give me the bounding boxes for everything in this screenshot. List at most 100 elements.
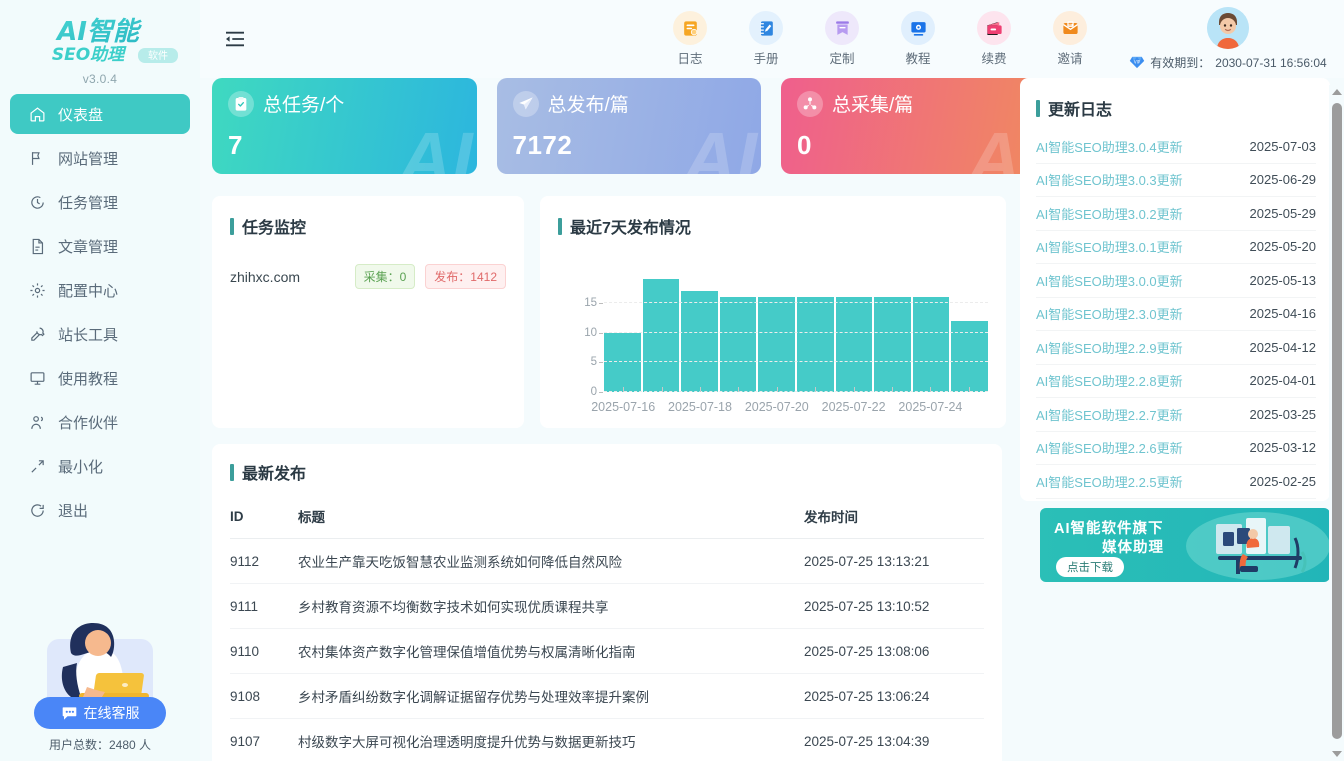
update-log-row[interactable]: AI智能SEO助理2.2.6更新 2025-03-12 xyxy=(1036,432,1316,465)
expiry-value: 2030-07-31 16:56:04 xyxy=(1215,55,1327,70)
sidebar-item-article-management[interactable]: 文章管理 xyxy=(10,226,190,266)
tool-custom[interactable]: 定制 xyxy=(814,11,870,67)
online-support-label: 在线客服 xyxy=(83,705,140,721)
banner-download-button[interactable]: 点击下载 xyxy=(1056,557,1124,577)
tool-label: 续费 xyxy=(981,52,1007,66)
update-log-row[interactable]: AI智能SEO助理3.0.0更新 2025-05-13 xyxy=(1036,264,1316,298)
update-log-row[interactable]: AI智能SEO助理2.3.0更新 2025-04-16 xyxy=(1036,298,1316,331)
stat-card-total-collect[interactable]: 总采集/篇 0 AI xyxy=(781,78,1046,174)
stat-card-total-tasks[interactable]: 总任务/个 7 AI xyxy=(212,78,477,174)
minimize-icon xyxy=(28,457,46,475)
scroll-down-arrow[interactable] xyxy=(1329,747,1344,761)
table-row[interactable]: 9111 乡村教育资源不均衡数字技术如何实现优质课程共享 2025-07-25 13… xyxy=(230,583,984,629)
update-log-row[interactable]: AI智能SEO助理2.2.7更新 2025-03-25 xyxy=(1036,398,1316,432)
support-promo: 在线客服 用户总数：2480 人 xyxy=(24,611,176,753)
monitor-site-domain: zhihxc.com xyxy=(230,268,301,285)
tool-tutorial[interactable]: 教程 xyxy=(890,11,946,67)
scrollbar-thumb[interactable] xyxy=(1332,103,1342,739)
scroll-up-arrow[interactable] xyxy=(1329,85,1344,99)
update-log-link[interactable]: AI智能SEO助理3.0.3更新 xyxy=(1036,173,1183,189)
sidebar-item-logout[interactable]: 退出 xyxy=(10,490,190,530)
vip-badge-icon: VIP xyxy=(1130,56,1145,69)
update-log-link[interactable]: AI智能SEO助理3.0.1更新 xyxy=(1036,240,1183,256)
chart-bar[interactable] xyxy=(758,296,795,392)
tool-manual[interactable]: 手册 xyxy=(738,11,794,67)
cell-title: 村级数字大屏可视化治理透明度提升优势与数据更新技巧 xyxy=(298,718,804,761)
sidebar-item-site-management[interactable]: 网站管理 xyxy=(10,138,190,178)
cell-id: 9111 xyxy=(230,583,298,629)
chart-bar[interactable] xyxy=(912,296,950,392)
cell-time: 2025-07-25 13:13:21 xyxy=(804,538,984,584)
tool-renew[interactable]: 续费 xyxy=(966,11,1022,67)
cell-time: 2025-07-25 13:10:52 xyxy=(804,583,984,629)
chart-bar[interactable] xyxy=(951,320,988,392)
tool-label: 邀请 xyxy=(1057,52,1083,66)
update-log-row[interactable]: AI智能SEO助理2.2.8更新 2025-04-01 xyxy=(1036,365,1316,398)
update-log-row[interactable]: AI智能SEO助理3.0.1更新 2025-05-20 xyxy=(1036,231,1316,264)
app-logo[interactable]: AI智能 SEO助理 软件 xyxy=(10,12,190,68)
online-support-button[interactable]: 在线客服 xyxy=(34,697,166,729)
sidebar-item-config-center[interactable]: 配置中心 xyxy=(10,270,190,310)
tutorial-icon xyxy=(901,11,935,45)
update-log-link[interactable]: AI智能SEO助理2.2.5更新 xyxy=(1036,474,1183,490)
update-log-row[interactable]: AI智能SEO助理2.2.5更新 2025-02-25 xyxy=(1036,465,1316,499)
update-log-link[interactable]: AI智能SEO助理3.0.4更新 xyxy=(1036,139,1183,155)
collect-count-badge: 采集：0 xyxy=(354,264,416,289)
svg-text:SEO助理: SEO助理 xyxy=(52,45,127,65)
sidebar-item-minimize[interactable]: 最小化 xyxy=(10,446,190,486)
download-banner[interactable]: AI智能软件旗下 媒体助理 点击下载 xyxy=(1040,508,1330,582)
svg-text:软件: 软件 xyxy=(148,49,168,62)
table-head: ID 标题 发布时间 xyxy=(230,496,984,539)
sidebar-item-tutorial[interactable]: 使用教程 xyxy=(10,358,190,398)
chart-bar[interactable] xyxy=(681,290,718,392)
table-row[interactable]: 9112 农业生产靠天吃饭智慧农业监测系统如何降低自然风险 2025-07-25 1… xyxy=(230,538,984,584)
gear-icon xyxy=(28,281,46,299)
update-log-link[interactable]: AI智能SEO助理2.2.9更新 xyxy=(1036,340,1183,356)
update-log-link[interactable]: AI智能SEO助理2.2.6更新 xyxy=(1036,441,1183,457)
monitor-icon xyxy=(28,369,46,387)
chart-x-axis: 2025-07-16 2025-07-18 2025-07-20 2025-07-22… xyxy=(591,387,988,420)
tool-invite[interactable]: 邀请 xyxy=(1042,11,1098,67)
update-log-row[interactable]: AI智能SEO助理3.0.4更新 2025-07-03 xyxy=(1036,130,1316,164)
chart-bar[interactable] xyxy=(642,278,680,392)
logo-icon: AI智能 SEO助理 软件 xyxy=(52,17,178,65)
update-log-row[interactable]: AI智能SEO助理3.0.3更新 2025-06-29 xyxy=(1036,164,1316,197)
sidebar-item-webmaster-tools[interactable]: 站长工具 xyxy=(10,314,190,354)
tool-log[interactable]: 日志 xyxy=(662,11,718,67)
chart-y-tick: 10 xyxy=(584,327,604,339)
update-log-link[interactable]: AI智能SEO助理3.0.2更新 xyxy=(1036,206,1183,222)
avatar[interactable] xyxy=(1207,7,1249,49)
sidebar-item-partners[interactable]: 合作伙伴 xyxy=(10,402,190,442)
log-icon xyxy=(673,11,707,45)
banner-line2: 媒体助理 xyxy=(1102,540,1164,556)
monitor-site-row[interactable]: zhihxc.com 采集：0 发布：1412 xyxy=(230,264,506,289)
update-log-row[interactable]: AI智能SEO助理3.0.2更新 2025-05-29 xyxy=(1036,197,1316,231)
sidebar-item-dashboard[interactable]: 仪表盘 xyxy=(10,94,190,134)
update-log-link[interactable]: AI智能SEO助理3.0.0更新 xyxy=(1036,273,1183,289)
page-scrollbar[interactable] xyxy=(1329,85,1344,761)
chart-bar[interactable] xyxy=(874,296,911,392)
stat-card-value: 7 xyxy=(228,130,243,160)
collapse-menu-icon[interactable] xyxy=(222,26,248,52)
invite-icon xyxy=(1053,11,1087,45)
clock-icon xyxy=(28,193,46,211)
update-log-link[interactable]: AI智能SEO助理2.3.0更新 xyxy=(1036,307,1183,323)
chart-bar[interactable] xyxy=(719,296,757,392)
chart-bar[interactable] xyxy=(835,296,873,392)
sidebar-item-task-management[interactable]: 任务管理 xyxy=(10,182,190,222)
dashboard-content: 总任务/个 7 AI 总发布/篇 7172 AI xyxy=(200,78,1344,761)
table-row[interactable]: 9110 农村集体资产数字化管理保值增值优势与权属清晰化指南 2025-07-25 … xyxy=(230,628,984,674)
chart-x-tick: 2025-07-18 xyxy=(668,400,732,414)
latest-title: 最新发布 xyxy=(242,466,307,483)
main-area: 日志 手册 定制 教程 xyxy=(200,0,1344,761)
chart-x-mark xyxy=(892,387,893,392)
update-log-link[interactable]: AI智能SEO助理2.2.8更新 xyxy=(1036,374,1183,390)
stat-card-total-publish[interactable]: 总发布/篇 7172 AI xyxy=(496,78,761,174)
table-row[interactable]: 9107 村级数字大屏可视化治理透明度提升优势与数据更新技巧 2025-07-25 … xyxy=(230,718,984,761)
update-log-row[interactable]: AI智能SEO助理2.2.9更新 2025-04-12 xyxy=(1036,331,1316,365)
chart-bar[interactable] xyxy=(796,296,834,392)
support-illustration xyxy=(35,611,165,719)
table-row[interactable]: 9108 乡村矛盾纠纷数字化调解证据留存优势与处理效率提升案例 2025-07-25… xyxy=(230,673,984,719)
update-log-link[interactable]: AI智能SEO助理2.2.7更新 xyxy=(1036,407,1183,423)
